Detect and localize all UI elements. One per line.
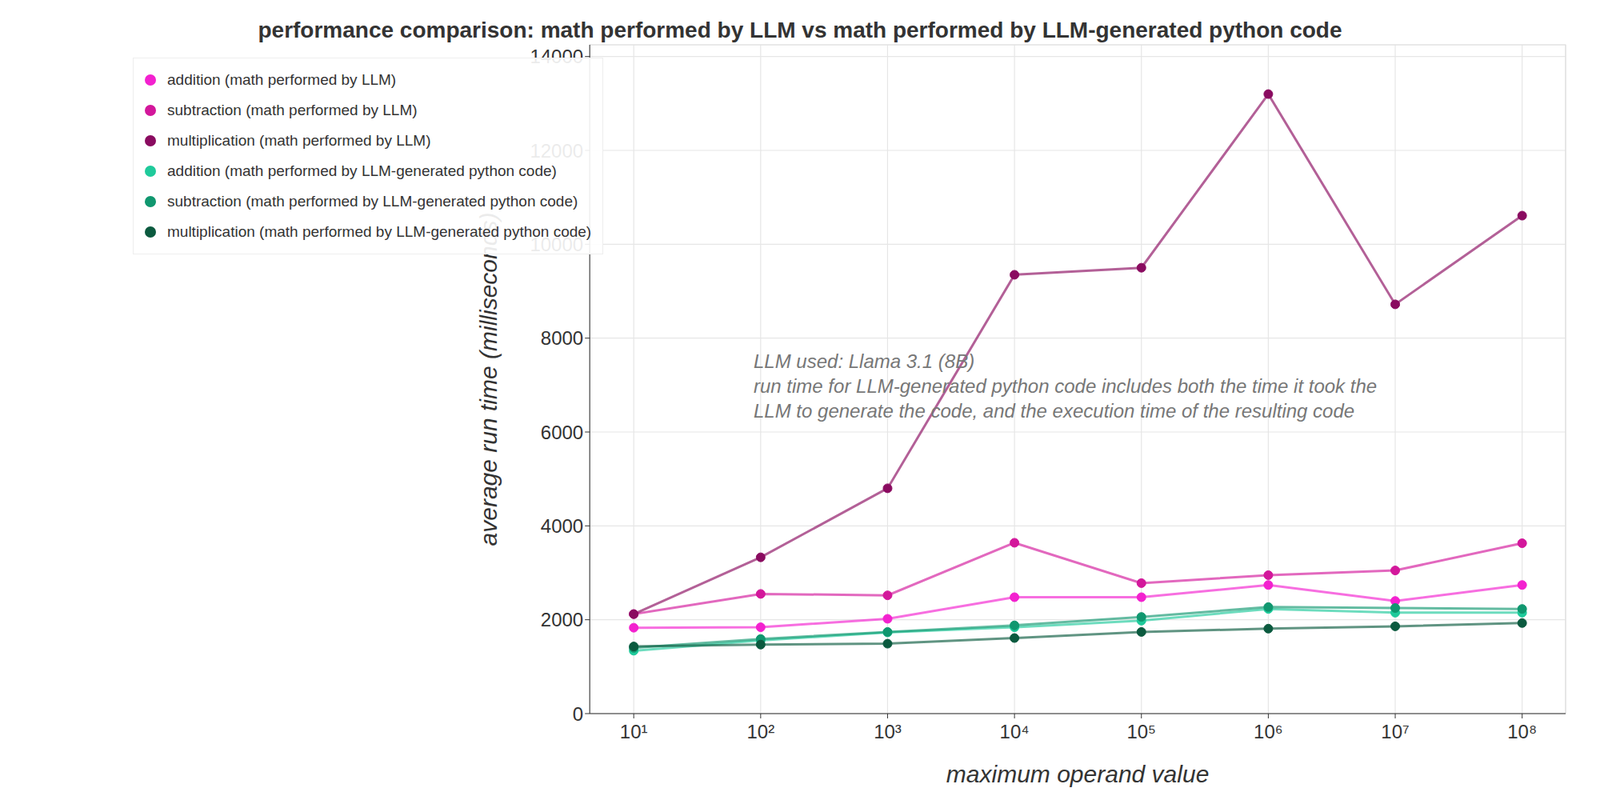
svg-text:10¹: 10¹ bbox=[620, 720, 648, 743]
svg-text:10⁶: 10⁶ bbox=[1253, 720, 1284, 743]
svg-text:10000: 10000 bbox=[529, 233, 584, 256]
svg-text:10⁸: 10⁸ bbox=[1507, 720, 1537, 743]
svg-text:10³: 10³ bbox=[873, 720, 902, 743]
svg-text:average run time (milliseconds: average run time (milliseconds) bbox=[475, 212, 502, 547]
svg-text:4000: 4000 bbox=[540, 515, 584, 537]
svg-text:10⁷: 10⁷ bbox=[1380, 720, 1409, 743]
svg-text:6000: 6000 bbox=[540, 421, 584, 444]
svg-text:maximum operand value: maximum operand value bbox=[946, 760, 1210, 788]
svg-text:8000: 8000 bbox=[540, 327, 584, 349]
svg-text:12000: 12000 bbox=[529, 140, 584, 162]
svg-text:10⁵: 10⁵ bbox=[1126, 720, 1156, 743]
svg-text:14000: 14000 bbox=[529, 45, 584, 68]
svg-text:10⁴: 10⁴ bbox=[1000, 720, 1030, 743]
svg-text:0: 0 bbox=[572, 703, 584, 725]
svg-text:10²: 10² bbox=[746, 720, 775, 743]
svg-text:2000: 2000 bbox=[540, 608, 584, 631]
